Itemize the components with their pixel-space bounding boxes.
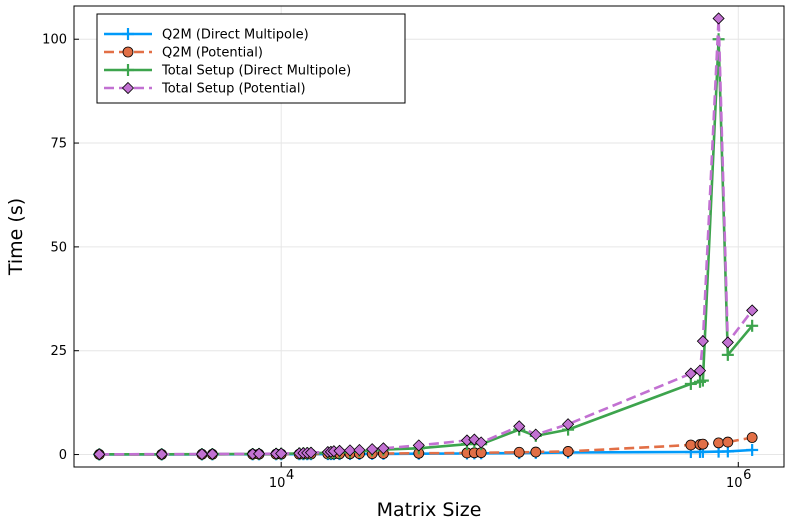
diamond-marker [696, 335, 709, 348]
diamond-marker [562, 418, 575, 431]
x-tick-exponent: 4 [286, 468, 294, 483]
legend-label: Q2M (Direct Multipole) [162, 28, 309, 43]
cross-marker [122, 28, 134, 40]
cross-marker [694, 375, 707, 388]
series-layer [93, 12, 759, 461]
legend-label: Total Setup (Direct Multipole) [161, 64, 351, 79]
cross-marker [696, 374, 709, 387]
cross-marker [746, 443, 759, 456]
legend-label: Total Setup (Potential) [161, 82, 306, 97]
diamond-marker [684, 367, 697, 380]
series-4 [93, 12, 759, 461]
diamond-marker [693, 364, 707, 377]
diamond-marker [513, 420, 526, 433]
y-tick-label: 0 [59, 448, 67, 463]
diamond-marker [412, 439, 425, 452]
cross-marker [122, 64, 134, 76]
cross-marker [746, 319, 759, 332]
diamond-marker [121, 81, 135, 95]
y-tick-label: 75 [50, 137, 67, 152]
legend-box [96, 13, 406, 104]
diamond-marker [343, 444, 357, 457]
circle-marker [122, 46, 134, 58]
diamond-marker [366, 443, 379, 456]
circle-marker [530, 446, 542, 458]
diamond-marker [333, 444, 346, 457]
y-tick-label: 50 [50, 240, 67, 255]
circle-marker [722, 436, 734, 448]
legend-label: Q2M (Potential) [162, 46, 263, 61]
diamond-marker [252, 447, 266, 460]
diamond-marker [353, 443, 366, 457]
diamond-marker [712, 12, 725, 25]
diamond-marker [93, 448, 106, 461]
diamond-marker [475, 436, 488, 449]
circle-marker [513, 446, 525, 458]
diamond-marker [275, 447, 288, 460]
y-tick-label: 25 [50, 344, 67, 359]
legend: Q2M (Direct Multipole) Q2M (Potential) Tot… [96, 13, 406, 104]
x-axis-title: Matrix Size [377, 499, 482, 521]
circle-marker [562, 446, 574, 457]
x-tick-label: 10 [269, 476, 286, 491]
x-tick-exponent: 6 [743, 468, 751, 483]
diamond-marker [155, 448, 168, 461]
circle-marker [713, 437, 724, 449]
cross-marker [684, 377, 697, 390]
plot-frame [73, 5, 785, 468]
circle-marker [746, 432, 758, 443]
circle-marker [697, 438, 709, 450]
y-axis-title: Time (s) [5, 198, 27, 276]
y-tick-label: 100 [42, 33, 67, 48]
cross-marker [721, 348, 734, 361]
diamond-marker [377, 442, 390, 455]
diamond-marker [746, 304, 759, 317]
x-tick-label: 10 [726, 476, 743, 491]
diamond-marker [721, 336, 734, 349]
circle-marker [685, 439, 697, 451]
diamond-marker [206, 447, 219, 461]
diamond-marker [304, 446, 318, 459]
diamond-marker [195, 448, 209, 461]
diamond-marker [529, 428, 542, 441]
